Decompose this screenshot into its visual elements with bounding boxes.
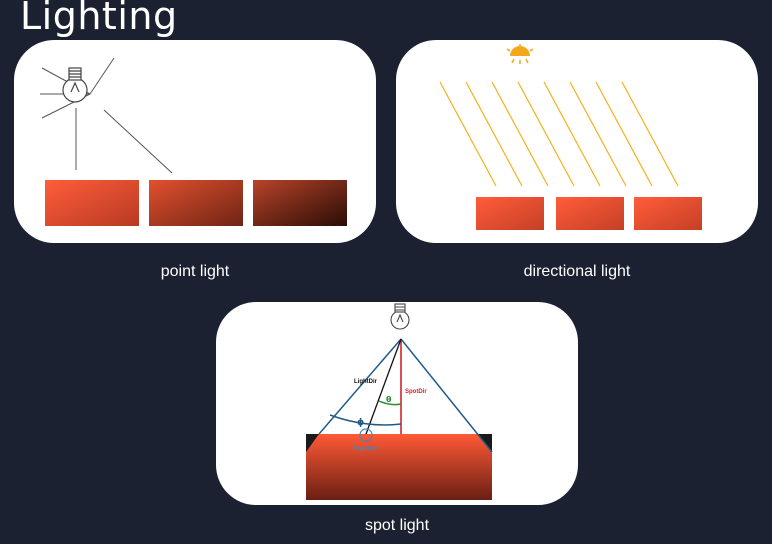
lit-box-near bbox=[45, 180, 139, 226]
parallel-light-rays bbox=[439, 81, 679, 187]
point-light-caption: point light bbox=[160, 263, 230, 280]
point-light-panel bbox=[14, 40, 376, 243]
spot-dir-label: SpotDir bbox=[405, 389, 427, 395]
spot-light-panel: LightDir SpotDir θ ϕ fragment bbox=[216, 302, 578, 505]
lit-box-middle bbox=[149, 180, 243, 226]
theta-label: θ bbox=[386, 395, 392, 404]
lit-box-1 bbox=[476, 197, 544, 230]
lit-box-2 bbox=[556, 197, 624, 230]
fragment-marker bbox=[359, 428, 373, 442]
lit-box-3 bbox=[634, 197, 702, 230]
lit-cone-area bbox=[306, 434, 492, 500]
phi-label: ϕ bbox=[357, 418, 364, 428]
phi-arc bbox=[329, 414, 402, 426]
directional-light-panel bbox=[396, 40, 758, 243]
light-dir-label: LightDir bbox=[354, 379, 378, 385]
lightbulb-icon bbox=[390, 303, 410, 330]
spot-light-diagram: LightDir SpotDir θ ϕ fragment bbox=[306, 303, 493, 500]
lit-box-far bbox=[253, 180, 347, 226]
directional-light-caption: directional light bbox=[523, 263, 631, 280]
light-direction-line bbox=[365, 338, 402, 435]
spotlight-cone bbox=[318, 338, 493, 453]
sun-icon bbox=[506, 44, 534, 64]
directional-light-diagram bbox=[439, 44, 702, 230]
lightbulb-icon bbox=[62, 67, 88, 103]
point-light-diagram bbox=[40, 57, 347, 226]
theta-arc bbox=[378, 400, 402, 406]
light-rays bbox=[40, 57, 320, 174]
page-title: Lighting bbox=[20, 0, 178, 38]
spot-light-caption: spot light bbox=[364, 517, 430, 534]
fragment-label: fragment bbox=[353, 446, 379, 452]
